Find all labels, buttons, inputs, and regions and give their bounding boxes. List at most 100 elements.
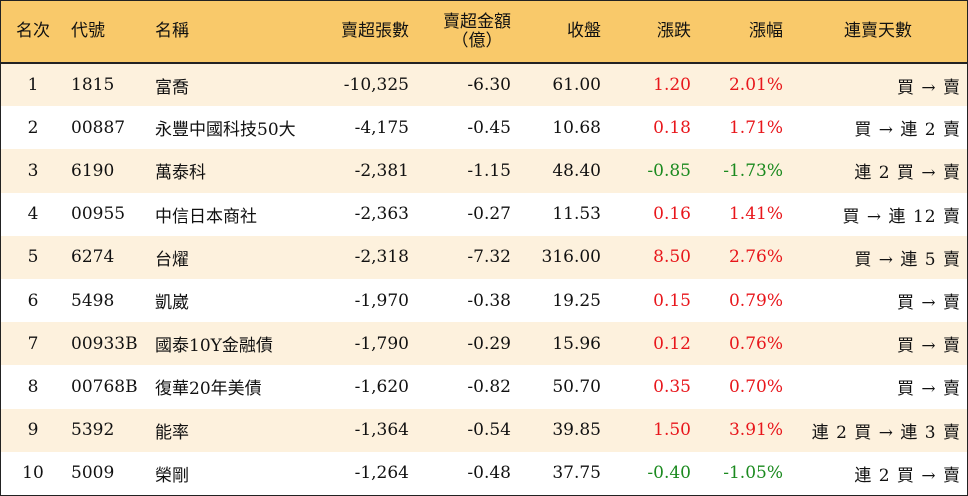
cell-streak: 連 2 買 → 連 3 賣 (811, 422, 961, 443)
cell-net-sell-amount: -0.82 (467, 376, 511, 397)
cell-change: 1.20 (653, 75, 691, 96)
cell-close: 37.75 (552, 463, 601, 484)
cell-code: 5392 (71, 420, 115, 441)
cell-streak: 買 → 連 2 賣 (854, 120, 961, 141)
cell-change-pct: 0.76% (728, 333, 783, 354)
cell-net-sell-amount: -7.32 (467, 247, 511, 268)
table-row: 6 5498 凱崴 -1,970 -0.38 19.25 0.15 0.79% 買 → 賣 (1, 278, 967, 323)
cell-net-sell-amount: -0.54 (467, 420, 511, 441)
header-name: 名稱 (147, 1, 317, 64)
cell-rank: 1 (27, 75, 39, 96)
cell-net-sell-shares: -1,790 (354, 333, 409, 354)
table-row: 2 00887 永豐中國科技50大 -4,175 -0.45 10.68 0.18 1.71%… (1, 106, 967, 150)
cell-name: 富喬 (155, 77, 189, 98)
cell-streak: 買 → 賣 (896, 293, 961, 314)
cell-code: 5009 (71, 463, 115, 484)
cell-code: 00887 (71, 117, 126, 138)
header-net-sell-amount: 賣超金額 （億） (415, 1, 517, 64)
cell-rank: 8 (27, 376, 39, 397)
cell-streak: 買 → 連 12 賣 (842, 206, 961, 227)
cell-change: 8.50 (653, 247, 691, 268)
cell-rank: 9 (27, 420, 39, 441)
header-code: 代號 (65, 1, 147, 64)
cell-name: 萬泰科 (155, 163, 206, 184)
cell-change-pct: 1.71% (728, 117, 783, 138)
cell-name: 凱崴 (155, 293, 189, 314)
table-row: 3 6190 萬泰科 -2,381 -1.15 48.40 -0.85 -1.73% 連 2 買… (1, 149, 967, 193)
cell-change-pct: 1.41% (728, 204, 783, 225)
cell-rank: 4 (27, 204, 39, 225)
cell-rank: 10 (22, 463, 44, 484)
cell-code: 00933B (71, 333, 138, 354)
cell-close: 61.00 (552, 75, 601, 96)
cell-change: 0.15 (653, 290, 691, 311)
cell-code: 00955 (71, 204, 126, 225)
cell-close: 15.96 (552, 333, 601, 354)
cell-name: 榮剛 (155, 465, 189, 486)
cell-net-sell-shares: -1,970 (354, 290, 409, 311)
cell-streak: 連 2 買 → 賣 (854, 163, 961, 184)
cell-name: 復華20年美債 (155, 379, 262, 400)
header-change-pct: 漲幅 (697, 1, 789, 64)
cell-rank: 6 (27, 290, 39, 311)
header-row: 名次 代號 名稱 賣超張數 賣超金額 （億） 收盤 漲跌 漲幅 連賣天數 (1, 1, 967, 64)
cell-change-pct: 0.70% (728, 376, 783, 397)
cell-name: 能率 (155, 422, 189, 443)
cell-code: 00768B (71, 376, 138, 397)
cell-name: 永豐中國科技50大 (155, 120, 296, 141)
cell-change-pct: -1.73% (723, 160, 783, 181)
table-row: 4 00955 中信日本商社 -2,363 -0.27 11.53 0.16 1.41% 買 →… (1, 192, 967, 236)
cell-net-sell-shares: -2,381 (354, 160, 409, 181)
header-net-sell-amount-unit: （億） (451, 30, 503, 51)
cell-name: 台燿 (155, 249, 189, 270)
cell-close: 316.00 (541, 247, 601, 268)
cell-code: 6274 (71, 247, 115, 268)
cell-streak: 連 2 買 → 賣 (854, 465, 961, 486)
cell-name: 國泰10Y金融債 (155, 336, 273, 357)
cell-rank: 5 (27, 247, 39, 268)
cell-net-sell-amount: -0.29 (467, 333, 511, 354)
cell-close: 48.40 (552, 160, 601, 181)
header-net-sell-shares: 賣超張數 (317, 1, 415, 64)
cell-change: -0.85 (647, 160, 691, 181)
cell-change: 0.35 (653, 376, 691, 397)
cell-streak: 買 → 賣 (896, 77, 961, 98)
cell-close: 19.25 (552, 290, 601, 311)
cell-code: 5498 (71, 290, 115, 311)
cell-net-sell-amount: -0.27 (467, 204, 511, 225)
header-change: 漲跌 (607, 1, 697, 64)
cell-net-sell-amount: -0.45 (467, 117, 511, 138)
cell-net-sell-amount: -1.15 (467, 160, 511, 181)
header-streak: 連賣天數 (789, 1, 967, 64)
cell-rank: 2 (27, 117, 39, 138)
cell-net-sell-shares: -1,620 (354, 376, 409, 397)
cell-close: 10.68 (552, 117, 601, 138)
table-row: 5 6274 台燿 -2,318 -7.32 316.00 8.50 2.76% 買 → 連 5… (1, 235, 967, 279)
cell-streak: 買 → 連 5 賣 (854, 249, 961, 270)
cell-close: 39.85 (552, 420, 601, 441)
cell-close: 50.70 (552, 376, 601, 397)
cell-change: -0.40 (647, 463, 691, 484)
table-row: 9 5392 能率 -1,364 -0.54 39.85 1.50 3.91% 連 2 買 → … (1, 408, 967, 452)
header-close: 收盤 (517, 1, 607, 64)
cell-net-sell-shares: -1,264 (354, 463, 409, 484)
cell-code: 1815 (71, 75, 115, 96)
cell-net-sell-shares: -4,175 (354, 117, 409, 138)
cell-net-sell-shares: -1,364 (354, 420, 409, 441)
header-rank: 名次 (1, 1, 65, 64)
cell-net-sell-amount: -0.38 (467, 290, 511, 311)
table-row: 8 00768B 復華20年美債 -1,620 -0.82 50.70 0.35 0.70% 買… (1, 365, 967, 409)
cell-change-pct: -1.05% (723, 463, 783, 484)
table-row: 10 5009 榮剛 -1,264 -0.48 37.75 -0.40 -1.05% 連 2 買… (1, 451, 967, 495)
cell-rank: 3 (27, 160, 39, 181)
cell-change-pct: 3.91% (728, 420, 783, 441)
header-net-sell-amount-label: 賣超金額 (443, 11, 511, 32)
cell-net-sell-shares: -2,318 (354, 247, 409, 268)
cell-net-sell-amount: -0.48 (467, 463, 511, 484)
cell-change: 0.16 (653, 204, 691, 225)
cell-streak: 買 → 賣 (896, 336, 961, 357)
cell-name: 中信日本商社 (155, 206, 257, 227)
cell-code: 6190 (71, 160, 115, 181)
